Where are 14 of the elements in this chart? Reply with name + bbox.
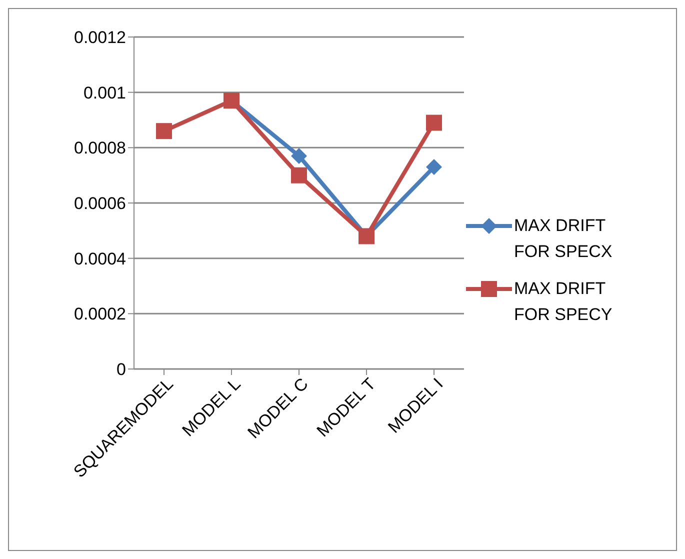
- y-tick-label: 0.0002: [74, 304, 126, 324]
- y-tick-label: 0.0012: [74, 28, 126, 48]
- point: [426, 114, 442, 131]
- y-tick-label: 0.0004: [74, 249, 126, 268]
- y-tick-label: 0: [116, 360, 126, 380]
- y-tick-label: 0.001: [83, 83, 126, 102]
- legend-label: MAX DRIFT FOR SPECX: [514, 215, 614, 263]
- point: [156, 123, 172, 140]
- y-tick-label: 0.0008: [74, 138, 126, 158]
- point: [291, 167, 307, 184]
- point: [426, 159, 442, 176]
- legend-label: MAX DRIFT FOR SPECY: [514, 278, 614, 326]
- y-tick-label: 0.0006: [74, 194, 126, 214]
- point: [291, 148, 307, 164]
